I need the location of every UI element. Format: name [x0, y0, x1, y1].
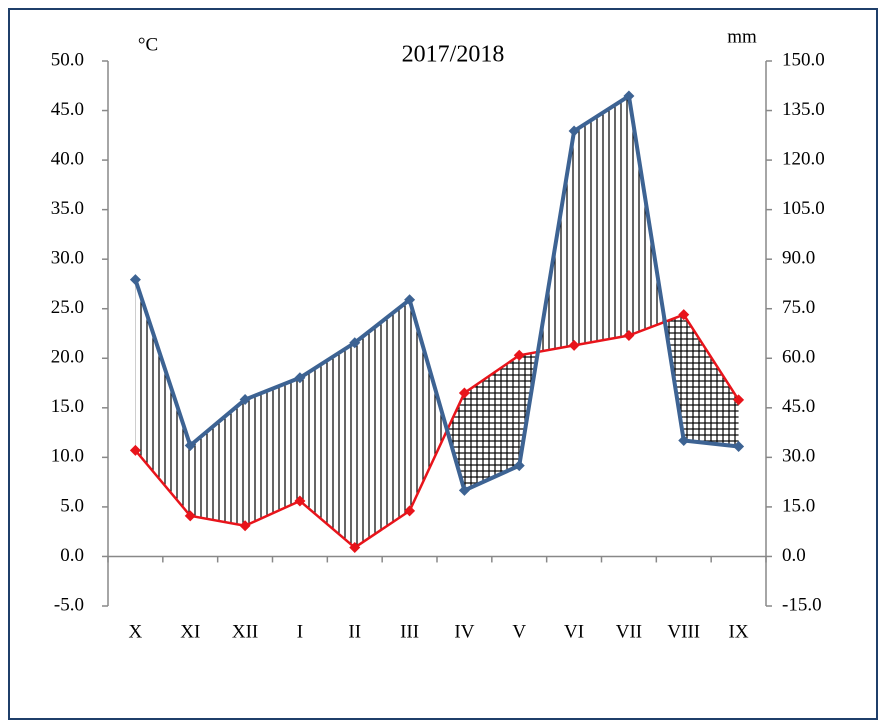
point-marker	[513, 460, 525, 472]
x-tick-label: VI	[564, 621, 584, 642]
y2-tick-label: 30.0	[782, 446, 815, 467]
point-marker	[678, 435, 690, 447]
hatch-area	[464, 355, 520, 491]
y2-tick-label: 60.0	[782, 347, 815, 368]
y2-tick-label: 45.0	[782, 396, 815, 417]
point-marker	[568, 339, 580, 351]
y-tick-label: 0.0	[60, 545, 84, 566]
y-tick-label: 10.0	[51, 446, 84, 467]
y2-tick-label: 150.0	[782, 49, 825, 70]
y-tick-label: -5.0	[54, 594, 84, 615]
series-line	[133, 94, 739, 493]
y-tick-label: 40.0	[51, 148, 84, 169]
series-line	[134, 313, 740, 549]
hatch-area	[299, 342, 355, 548]
point-marker	[294, 495, 306, 507]
y-tick-label: 20.0	[51, 347, 84, 368]
y-tick-label: 50.0	[51, 49, 84, 70]
point-marker	[404, 294, 416, 306]
point-marker	[623, 329, 635, 341]
x-tick-label: III	[400, 621, 419, 642]
point-marker	[129, 444, 141, 456]
x-tick-label: V	[512, 621, 526, 642]
x-tick-label: VIII	[667, 621, 700, 642]
point-marker	[733, 440, 745, 452]
y2-tick-label: 135.0	[782, 99, 825, 120]
y2-tick-label: -15.0	[782, 594, 822, 615]
y2-tick-label: 75.0	[782, 297, 815, 318]
point-marker	[568, 125, 580, 137]
chart-title: 2017/2018	[402, 42, 505, 68]
point-marker	[129, 274, 141, 286]
point-marker	[623, 90, 635, 102]
y2-axis-label: mm	[727, 26, 757, 47]
x-tick-label: I	[297, 621, 303, 642]
y-tick-label: 30.0	[51, 248, 84, 269]
y-tick-label: 25.0	[51, 297, 84, 318]
point-marker	[733, 394, 745, 406]
y-tick-label: 15.0	[51, 396, 84, 417]
hatch-area	[409, 299, 448, 511]
point-marker	[513, 349, 525, 361]
x-tick-label: VII	[616, 621, 642, 642]
y2-tick-label: 120.0	[782, 148, 825, 169]
y-axis-label: °C	[138, 34, 158, 55]
y2-tick-label: 90.0	[782, 248, 815, 269]
point-marker	[349, 542, 361, 554]
x-tick-label: IX	[729, 621, 749, 642]
y-tick-label: 45.0	[51, 99, 84, 120]
x-tick-label: II	[348, 621, 361, 642]
x-tick-label: XII	[232, 621, 258, 642]
point-marker	[458, 387, 470, 399]
point-marker	[404, 505, 416, 517]
hatch-area	[135, 279, 191, 516]
point-marker	[184, 439, 196, 451]
hatch-area	[447, 392, 465, 491]
hatch-area	[683, 314, 739, 447]
hatch-area	[574, 96, 629, 346]
x-tick-label: XI	[180, 621, 200, 642]
y-tick-label: 35.0	[51, 198, 84, 219]
y2-tick-label: 0.0	[782, 545, 806, 566]
point-marker	[294, 372, 306, 384]
x-tick-label: X	[129, 621, 143, 642]
point-marker	[349, 337, 361, 349]
y2-tick-label: 105.0	[782, 198, 825, 219]
y-tick-label: 5.0	[60, 495, 84, 516]
point-marker	[678, 309, 690, 321]
point-marker	[458, 484, 470, 496]
hatch-area	[190, 399, 246, 526]
point-marker	[239, 520, 251, 532]
point-marker	[239, 394, 251, 406]
hatch-area	[354, 299, 410, 548]
y2-tick-label: 15.0	[782, 495, 815, 516]
hatch-area	[245, 377, 300, 526]
x-tick-label: IV	[454, 621, 474, 642]
point-marker	[184, 510, 196, 522]
